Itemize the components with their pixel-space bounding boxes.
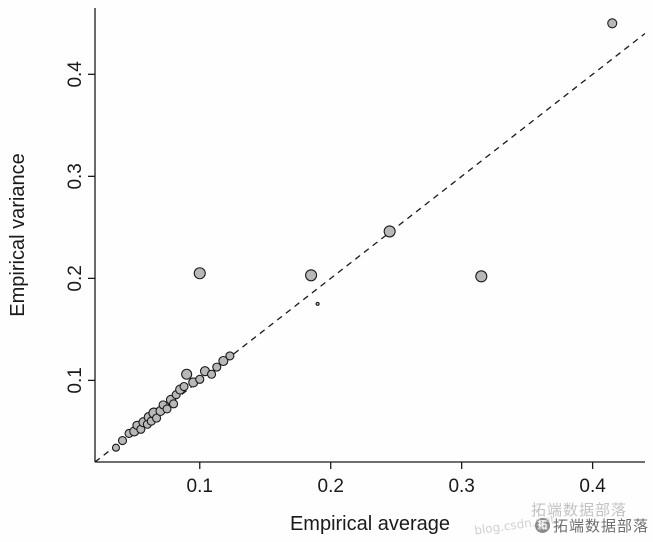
data-point bbox=[206, 369, 217, 379]
y-axis-label: Empirical variance bbox=[7, 153, 29, 316]
data-point bbox=[181, 368, 193, 380]
data-point bbox=[607, 18, 618, 29]
data-point bbox=[169, 399, 179, 409]
data-point bbox=[193, 267, 206, 280]
x-tick-label: 0.2 bbox=[318, 476, 344, 497]
data-point bbox=[315, 301, 320, 306]
data-point bbox=[225, 351, 235, 361]
x-tick-label: 0.4 bbox=[579, 476, 606, 497]
data-point bbox=[212, 362, 222, 372]
axes-layer: 0.1 0.2 0.3 0.4 0.1 0.2 0.3 0.4 bbox=[65, 8, 646, 497]
data-point bbox=[218, 355, 229, 367]
data-point bbox=[475, 270, 488, 283]
y-tick-label: 0.4 bbox=[65, 61, 86, 88]
data-point bbox=[305, 269, 318, 282]
points-layer bbox=[111, 18, 618, 452]
data-point bbox=[179, 381, 189, 392]
data-point bbox=[117, 436, 128, 446]
data-point bbox=[383, 225, 396, 238]
x-axis-label: Empirical average bbox=[290, 513, 450, 535]
data-point bbox=[111, 443, 121, 452]
y-tick-label: 0.2 bbox=[65, 265, 86, 291]
x-tick-label: 0.1 bbox=[187, 476, 213, 497]
data-point bbox=[162, 404, 172, 414]
x-tick-label: 0.3 bbox=[448, 476, 474, 497]
y-tick-label: 0.1 bbox=[65, 367, 86, 393]
data-point bbox=[195, 374, 205, 384]
y-tick-label: 0.3 bbox=[65, 163, 86, 189]
